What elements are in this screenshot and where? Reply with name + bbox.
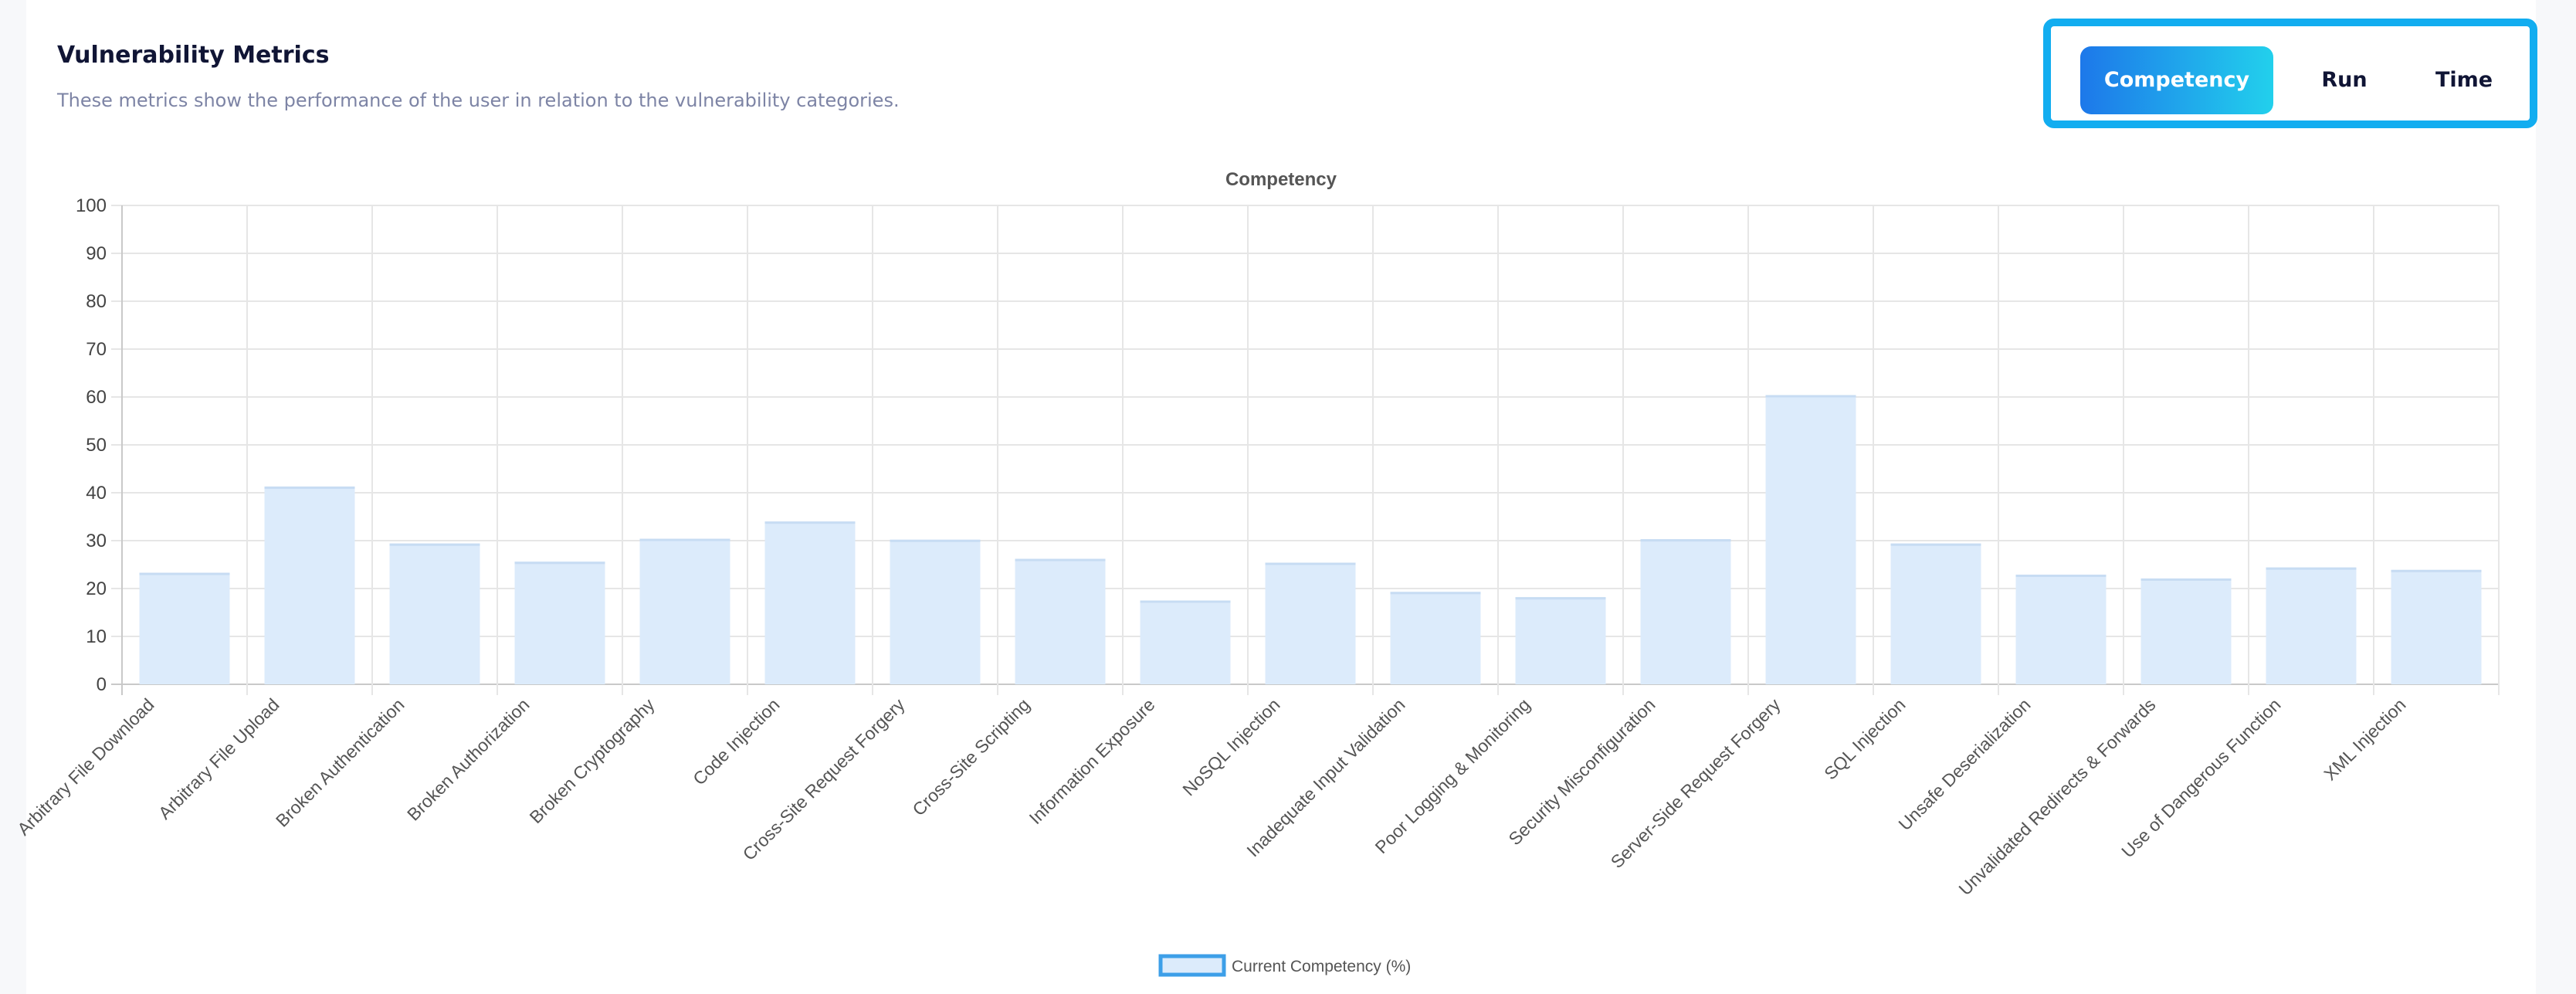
x-tick-label: Broken Authentication bbox=[272, 694, 408, 831]
bar-top-edge bbox=[1390, 592, 1481, 595]
bar-top-edge bbox=[1140, 600, 1231, 603]
bar bbox=[2015, 575, 2107, 684]
bar bbox=[890, 539, 981, 684]
bar bbox=[139, 572, 230, 684]
x-tick-label: NoSQL Injection bbox=[1178, 694, 1283, 799]
bar bbox=[514, 561, 605, 684]
bar-top-edge bbox=[1515, 597, 1606, 600]
metrics-card bbox=[26, 0, 2536, 994]
page-title: Vulnerability Metrics bbox=[57, 42, 330, 69]
bar-top-edge bbox=[2266, 567, 2357, 570]
metric-toggle-group: Competency Run Time bbox=[2043, 19, 2537, 128]
y-tick-label: 100 bbox=[76, 195, 107, 216]
bar-top-edge bbox=[514, 561, 605, 565]
bar-top-edge bbox=[1265, 562, 1356, 565]
x-tick-label: Information Exposure bbox=[1025, 694, 1159, 828]
bar-top-edge bbox=[1640, 539, 1731, 542]
bar-top-edge bbox=[2391, 569, 2482, 572]
x-tick-label: Broken Cryptography bbox=[525, 694, 658, 827]
bar-top-edge bbox=[264, 486, 355, 489]
x-tick-label: Security Misconfiguration bbox=[1504, 694, 1659, 849]
bar-top-edge bbox=[890, 539, 981, 542]
bar-top-edge bbox=[2140, 578, 2232, 581]
page-subtitle: These metrics show the performance of th… bbox=[57, 90, 900, 111]
bar bbox=[1765, 395, 1856, 684]
x-tick-label: XML Injection bbox=[2320, 694, 2409, 784]
bar bbox=[264, 486, 355, 684]
y-tick-label: 70 bbox=[86, 339, 107, 360]
bar-top-edge bbox=[764, 521, 856, 524]
bar bbox=[1890, 543, 1981, 684]
bar bbox=[639, 538, 730, 684]
bar-top-edge bbox=[2015, 575, 2107, 578]
x-tick-label: Unsafe Deserialization bbox=[1894, 694, 2034, 834]
bar-top-edge bbox=[639, 538, 730, 541]
toggle-competency-button[interactable]: Competency bbox=[2080, 46, 2273, 114]
bar bbox=[1515, 597, 1606, 684]
legend-label: Current Competency (%) bbox=[1232, 958, 1411, 975]
bar-top-edge bbox=[139, 572, 230, 575]
y-tick-label: 0 bbox=[97, 674, 107, 695]
bar bbox=[2266, 567, 2357, 684]
toggle-run-button[interactable]: Run bbox=[2321, 68, 2368, 92]
y-tick-label: 10 bbox=[86, 626, 107, 647]
bar-top-edge bbox=[1015, 558, 1106, 561]
bar bbox=[1015, 558, 1106, 684]
bar-top-edge bbox=[1765, 395, 1856, 398]
y-tick-label: 50 bbox=[86, 435, 107, 456]
y-tick-label: 40 bbox=[86, 483, 107, 504]
x-tick-label: Unvalidated Redirects & Forwards bbox=[1954, 694, 2159, 899]
bar bbox=[2391, 569, 2482, 684]
toggle-time-button[interactable]: Time bbox=[2435, 68, 2493, 92]
y-tick-label: 30 bbox=[86, 531, 107, 551]
x-tick-label: Arbitrary File Upload bbox=[154, 694, 283, 823]
y-tick-label: 80 bbox=[86, 291, 107, 312]
bar-top-edge bbox=[389, 543, 480, 546]
bar bbox=[764, 521, 856, 684]
bar bbox=[2140, 578, 2232, 684]
bar bbox=[389, 543, 480, 684]
y-tick-label: 20 bbox=[86, 578, 107, 599]
x-tick-label: Arbitrary File Download bbox=[13, 694, 158, 839]
x-tick-label: Code Injection bbox=[689, 694, 783, 789]
x-tick-label: Cross-Site Scripting bbox=[908, 694, 1033, 819]
bar bbox=[1390, 592, 1481, 684]
x-tick-label: Broken Authorization bbox=[403, 694, 533, 824]
bar-top-edge bbox=[1890, 543, 1981, 546]
legend-swatch bbox=[1158, 954, 1226, 977]
bar bbox=[1640, 539, 1731, 684]
y-tick-label: 60 bbox=[86, 387, 107, 408]
bar bbox=[1265, 562, 1356, 684]
x-tick-label: SQL Injection bbox=[1820, 694, 1909, 783]
y-tick-label: 90 bbox=[86, 243, 107, 264]
bar bbox=[1140, 600, 1231, 684]
chart-title: Competency bbox=[1225, 169, 1337, 190]
